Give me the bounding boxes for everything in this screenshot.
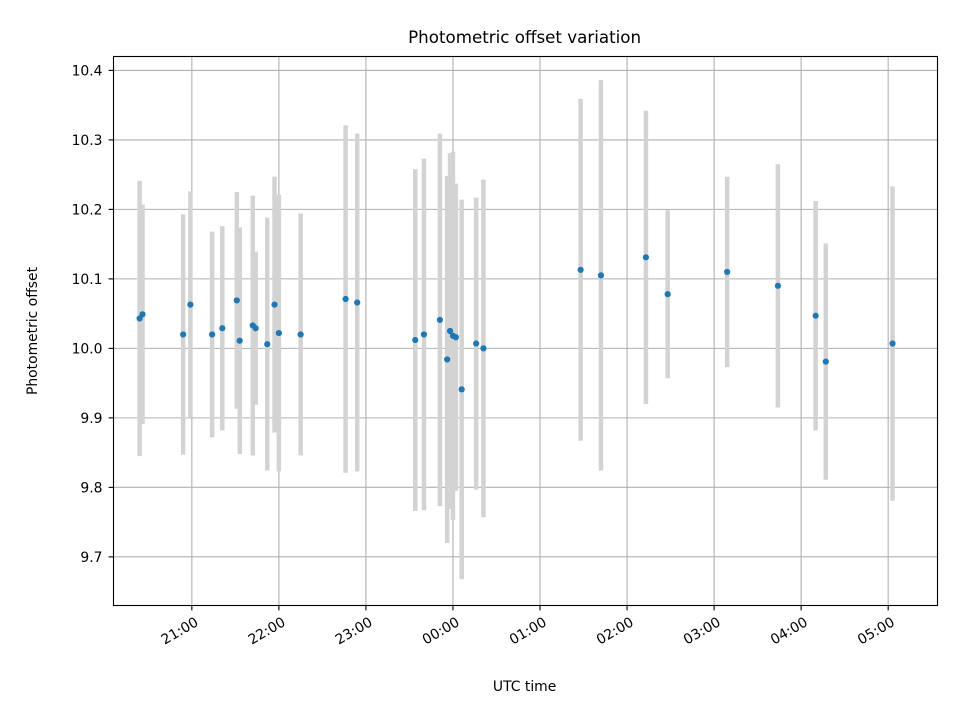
data-point	[252, 325, 259, 332]
data-point	[297, 331, 304, 338]
data-point	[724, 268, 731, 276]
data-point	[812, 312, 819, 319]
data-point	[664, 291, 671, 298]
data-point	[774, 282, 782, 289]
y-axis-label: Photometric offset	[25, 266, 41, 395]
y-tick-label: 10.4	[72, 63, 103, 79]
data-point	[597, 272, 605, 279]
data-point	[473, 340, 480, 347]
data-point	[642, 254, 650, 261]
data-point	[889, 340, 896, 347]
y-tick-label: 9.9	[80, 411, 102, 427]
data-point	[139, 311, 146, 318]
data-point	[444, 356, 451, 363]
data-point	[264, 341, 271, 348]
data-point	[577, 266, 584, 273]
y-tick-label: 10.1	[72, 272, 103, 288]
data-point	[480, 345, 487, 352]
data-point	[275, 329, 282, 337]
chart-title: Photometric offset variation	[408, 27, 641, 47]
data-point	[271, 301, 278, 308]
data-point	[822, 358, 829, 365]
data-point	[219, 325, 226, 332]
data-point	[420, 331, 428, 338]
data-point	[412, 336, 419, 344]
data-point	[446, 327, 454, 335]
data-point	[452, 334, 459, 341]
y-tick-label: 9.8	[80, 480, 102, 496]
y-tick-label: 9.7	[80, 550, 102, 566]
y-tick-label: 10.0	[72, 341, 103, 357]
data-point	[342, 295, 349, 303]
data-point	[354, 299, 361, 306]
data-point	[436, 316, 444, 323]
y-tick-label: 10.3	[72, 133, 103, 149]
y-axis-ticks: 9.7 9.8 9.9 10.0 10.1 10.2 10.3 10.4	[72, 63, 114, 566]
data-point	[180, 331, 187, 338]
data-markers	[136, 254, 896, 393]
data-point	[209, 331, 216, 338]
data-point	[236, 337, 243, 344]
data-point	[233, 297, 240, 304]
plot-frame	[112, 55, 939, 607]
data-point	[458, 386, 465, 393]
x-axis-label: UTC time	[493, 679, 556, 695]
y-tick-label: 10.2	[72, 202, 103, 218]
data-point	[187, 301, 194, 308]
